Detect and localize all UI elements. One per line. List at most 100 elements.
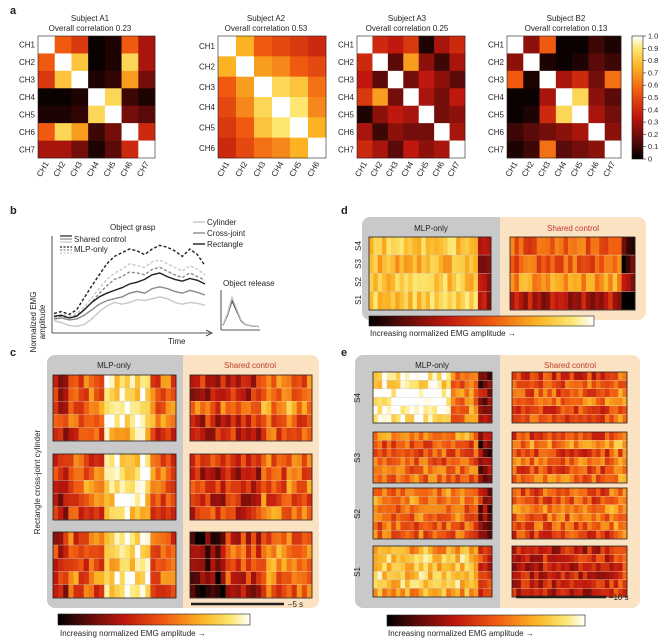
- matrix-cell: [236, 137, 255, 159]
- matrix-cell: [539, 105, 557, 124]
- trace-line: [53, 296, 206, 328]
- matrix-cell: [254, 36, 273, 57]
- matrix-col-label: CH1: [353, 160, 369, 179]
- matrix-row-label: CH5: [488, 110, 505, 119]
- matrix-col-label: CH3: [536, 160, 552, 179]
- matrix-cell: [254, 137, 273, 159]
- matrix-cell: [38, 70, 56, 89]
- matrix-cell: [588, 88, 606, 107]
- matrix-col-label: CH4: [553, 160, 569, 179]
- shared-label-c: Shared control: [224, 361, 276, 370]
- matrix-cell: [403, 140, 420, 159]
- matrix-row-label: CH6: [488, 128, 505, 137]
- matrix-col-label: CH7: [446, 160, 462, 179]
- matrix-cell: [434, 123, 450, 141]
- matrix-cell: [290, 137, 309, 159]
- release-trace-line: [222, 299, 260, 328]
- matrix-cell: [418, 36, 435, 54]
- matrix-cell: [357, 53, 373, 72]
- matrix-row-label: CH4: [488, 93, 505, 102]
- matrix-cell: [138, 88, 156, 107]
- matrix-cell: [88, 88, 106, 107]
- matrix-cell: [308, 56, 327, 77]
- row-label-d: S1: [354, 295, 363, 305]
- matrix-cell: [272, 137, 291, 159]
- matrix-cell: [372, 70, 389, 89]
- matrix-cell: [523, 140, 540, 159]
- panel-label-c: c: [10, 347, 16, 359]
- matrix-cell: [218, 36, 237, 57]
- trace-line: [53, 259, 206, 317]
- xlabel-time: Time: [168, 337, 186, 346]
- matrix-cell: [588, 36, 606, 54]
- matrix-col-label: CH6: [585, 160, 601, 179]
- panel-d-heatmaps: MLP-only Shared control S4 S3 S2 S1 Increas…: [354, 217, 646, 338]
- matrix-row-label: CH1: [338, 41, 355, 50]
- panel-c-heatmaps: MLP-only Shared control Rectangle cross-…: [33, 355, 319, 638]
- matrix-cell: [54, 105, 72, 124]
- heatmaps-d: [368, 236, 636, 311]
- colorbar-d: [368, 315, 595, 327]
- matrix-col-label: CH3: [384, 160, 400, 179]
- matrix-col-label: CH5: [288, 160, 304, 179]
- matrix-cell: [104, 36, 122, 54]
- matrix-row-label: CH1: [488, 41, 505, 50]
- matrix-cell: [434, 105, 450, 124]
- matrix-cell: [555, 36, 573, 54]
- matrix-cell: [218, 76, 237, 98]
- matrix-cell: [218, 97, 237, 118]
- matrix-cell: [218, 56, 237, 77]
- matrix-subtitle-a1: Overall correlation 0.23: [49, 24, 132, 33]
- matrix-cell: [507, 70, 524, 89]
- matrix-cell: [572, 123, 589, 141]
- matrix-col-label: CH1: [504, 160, 520, 179]
- matrix-cell: [588, 105, 606, 124]
- matrix-cell: [372, 140, 389, 159]
- matrix-row-label: CH3: [338, 76, 355, 85]
- matrix-row-label: CH4: [19, 93, 36, 102]
- heatmaps-c: [52, 374, 313, 599]
- matrix-cell: [434, 70, 450, 89]
- matrix-row-label: CH3: [19, 76, 36, 85]
- matrix-cell: [272, 97, 291, 118]
- matrix-subtitle-a2: Overall correlation 0.53: [225, 24, 308, 33]
- matrix-row-label: CH6: [338, 128, 355, 137]
- matrix-cell: [387, 70, 404, 89]
- panel-label-a: a: [10, 5, 17, 17]
- row-label-c: Rectangle cross-joint cylinder: [33, 429, 42, 534]
- matrix-row-label: CH1: [19, 41, 36, 50]
- matrix-cell: [418, 105, 435, 124]
- matrix-cell: [387, 53, 404, 72]
- matrix-col-label: CH3: [68, 160, 84, 179]
- matrix-title-a1: Subject A1: [71, 14, 110, 23]
- matrix-cell: [539, 53, 557, 72]
- matrix-cell: [387, 123, 404, 141]
- matrix-cell: [572, 70, 589, 89]
- matrix-cell: [254, 56, 273, 77]
- legend-mlp-only: MLP-only: [74, 245, 108, 254]
- matrix-cell: [449, 53, 466, 72]
- matrix-cell: [236, 56, 255, 77]
- matrix-cell: [88, 105, 106, 124]
- matrix-cell: [418, 70, 435, 89]
- matrix-row-label: CH5: [19, 110, 36, 119]
- matrix-cell: [387, 140, 404, 159]
- matrix-cell: [38, 123, 56, 141]
- legend-rectangle: Rectangle: [207, 240, 244, 249]
- ylabel-line1: Normalized EMG: [29, 292, 38, 353]
- matrix-row-label: CH7: [488, 145, 505, 154]
- matrix-cell: [236, 36, 255, 57]
- matrix-cell: [88, 36, 106, 54]
- colorbar-label-e: Increasing normalized EMG amplitude →: [388, 629, 534, 638]
- matrix-cell: [387, 36, 404, 54]
- matrix-cell: [71, 105, 89, 124]
- matrix-row-label: CH2: [19, 58, 36, 67]
- matrix-cell: [572, 36, 589, 54]
- matrix-cell: [104, 140, 122, 159]
- matrix-cell: [572, 140, 589, 159]
- matrix-cell: [434, 36, 450, 54]
- ylabel-line2: amplitude: [38, 304, 47, 339]
- matrix-row-label: CH3: [199, 83, 216, 92]
